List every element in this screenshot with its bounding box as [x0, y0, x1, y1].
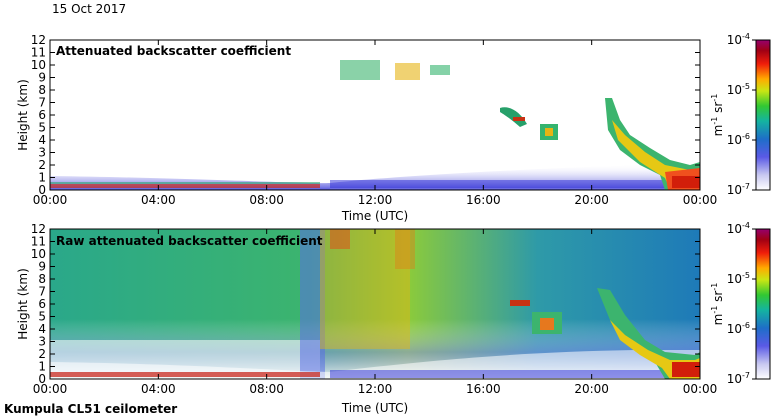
- colorbar-tick-label: 10-7: [727, 182, 750, 197]
- colorbar: 10-4 10-5 10-6 10-7 m-1 sr-1: [710, 221, 771, 386]
- x-tick-label: 16:00: [466, 193, 501, 207]
- x-tick-label: 00:00: [33, 382, 68, 396]
- y-tick-label: 5: [38, 121, 46, 135]
- x-tick-label: 04:00: [141, 382, 176, 396]
- y-tick-label: 6: [38, 297, 46, 311]
- x-tick-label: 20:00: [574, 382, 609, 396]
- x-axis-title: Time (UTC): [341, 209, 408, 223]
- x-tick-label: 16:00: [466, 382, 501, 396]
- colorbar-gradient: [755, 228, 771, 380]
- footer-label: Kumpula CL51 ceilometer: [4, 402, 178, 416]
- panel-title: Attenuated backscatter coefficient: [56, 44, 291, 58]
- y-tick-label: 1: [38, 171, 46, 185]
- y-tick-label: 3: [38, 335, 46, 349]
- y-tick-label: 7: [38, 96, 46, 110]
- y-axis-title: Height (km): [16, 79, 30, 150]
- y-tick-label: 0: [38, 183, 46, 197]
- y-tick-label: 1: [38, 360, 46, 374]
- y-tick-label: 4: [38, 322, 46, 336]
- colorbar-tick-label: 10-6: [727, 321, 750, 336]
- x-tick-label: 20:00: [574, 193, 609, 207]
- date-label: 15 Oct 2017: [52, 2, 127, 16]
- x-axis-title: Time (UTC): [341, 401, 408, 415]
- y-axis-title: Height (km): [16, 268, 30, 339]
- y-tick-label: 12: [31, 33, 46, 47]
- y-tick-label: 8: [38, 83, 46, 97]
- y-tick-label: 9: [38, 260, 46, 274]
- panel-attenuated-backscatter: Attenuated backscatter coefficient 00:00…: [16, 32, 771, 223]
- y-tick-label: 3: [38, 146, 46, 160]
- y-tick-label: 11: [31, 235, 46, 249]
- colorbar-gradient: [755, 39, 771, 191]
- x-tick-label: 00:00: [683, 382, 718, 396]
- y-tick-label: 10: [31, 58, 46, 72]
- colorbar-tick-label: 10-7: [727, 371, 750, 386]
- x-tick-label: 00:00: [683, 193, 718, 207]
- x-tick-label: 08:00: [249, 193, 284, 207]
- x-tick-label: 08:00: [249, 382, 284, 396]
- colorbar-unit-label: m-1 sr-1: [710, 283, 725, 326]
- y-tick-label: 2: [38, 347, 46, 361]
- backscatter-field: [50, 60, 700, 190]
- colorbar: 10-4 10-5 10-6 10-7 m-1 sr-1: [710, 32, 771, 197]
- y-tick-label: 4: [38, 133, 46, 147]
- x-tick-label: 00:00: [33, 193, 68, 207]
- y-tick-label: 7: [38, 285, 46, 299]
- panel-raw-attenuated-backscatter: Raw attenuated backscatter coefficient 0…: [16, 221, 771, 415]
- x-tick-label: 12:00: [358, 382, 393, 396]
- colorbar-tick-label: 10-5: [727, 271, 750, 286]
- colorbar-tick-label: 10-4: [727, 32, 750, 47]
- y-tick-label: 9: [38, 71, 46, 85]
- y-tick-label: 12: [31, 222, 46, 236]
- backscatter-field: [50, 229, 700, 379]
- y-tick-label: 2: [38, 158, 46, 172]
- colorbar-unit-label: m-1 sr-1: [710, 94, 725, 137]
- x-tick-label: 12:00: [358, 193, 393, 207]
- y-tick-label: 10: [31, 247, 46, 261]
- colorbar-tick-label: 10-6: [727, 132, 750, 147]
- y-tick-label: 11: [31, 46, 46, 60]
- x-axis: 00:00 04:00 08:00 12:00 16:00 20:00 00:00: [33, 229, 718, 396]
- y-tick-label: 8: [38, 272, 46, 286]
- y-tick-label: 6: [38, 108, 46, 122]
- colorbar-tick-label: 10-4: [727, 221, 750, 236]
- x-axis: 00:00 04:00 08:00 12:00 16:00 20:00 00:00: [33, 40, 718, 207]
- panel-title: Raw attenuated backscatter coefficient: [56, 234, 323, 248]
- y-tick-label: 5: [38, 310, 46, 324]
- x-tick-label: 04:00: [141, 193, 176, 207]
- colorbar-tick-label: 10-5: [727, 82, 750, 97]
- y-tick-label: 0: [38, 372, 46, 386]
